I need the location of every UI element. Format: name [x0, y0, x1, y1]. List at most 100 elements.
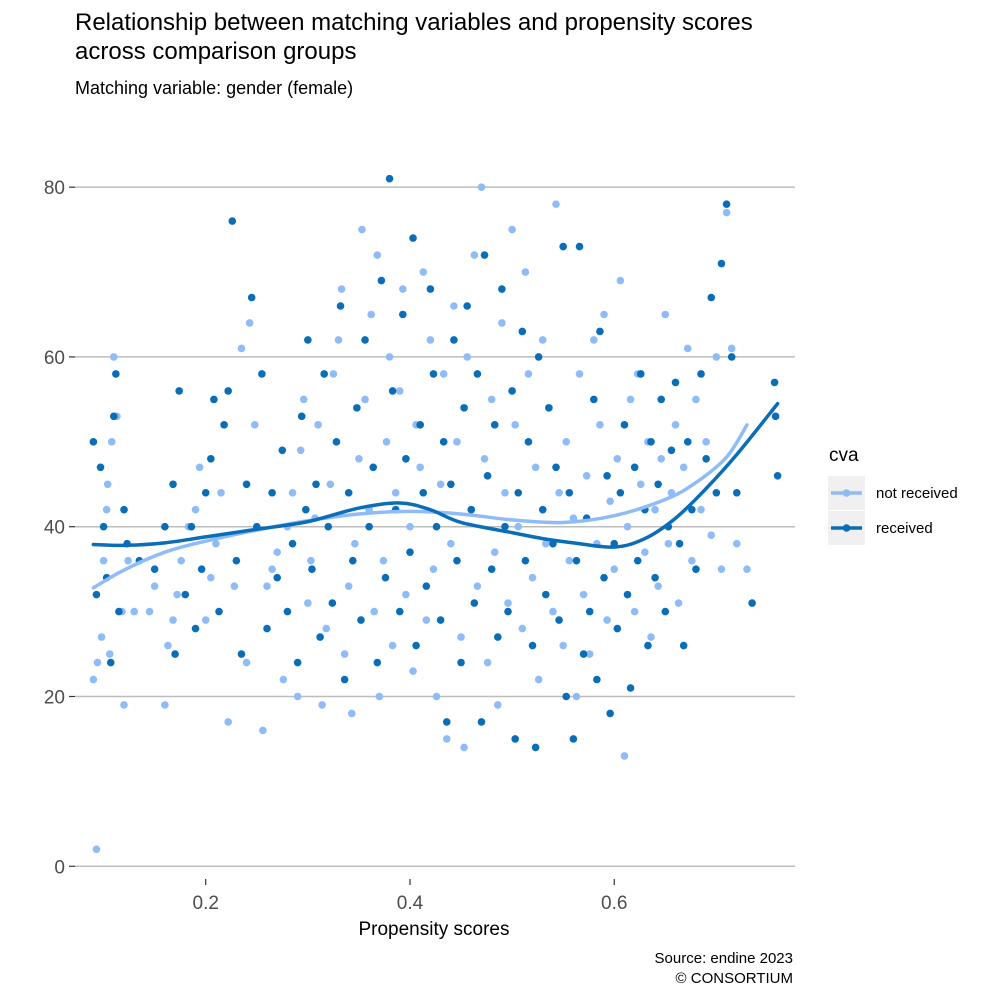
point-not-received — [406, 522, 414, 531]
y-axis: 0 20 40 60 80 — [44, 178, 75, 878]
point-not-received — [606, 497, 614, 506]
point-not-received — [651, 505, 659, 514]
point-not-received — [318, 701, 326, 709]
point-not-received — [419, 268, 428, 276]
point-not-received — [103, 480, 112, 489]
point-not-received — [375, 692, 384, 701]
point-not-received — [664, 539, 673, 548]
y-tick-label: 40 — [44, 518, 65, 539]
point-received — [215, 607, 223, 616]
point-received — [210, 395, 218, 404]
point-received — [596, 327, 604, 336]
point-received — [555, 616, 563, 624]
point-not-received — [304, 599, 312, 607]
point-received — [671, 378, 680, 387]
point-received — [201, 488, 210, 497]
point-not-received — [169, 616, 177, 624]
point-received — [316, 633, 324, 641]
point-not-received — [647, 633, 655, 641]
point-received — [439, 438, 448, 446]
point-not-received — [337, 285, 346, 293]
point-not-received — [288, 488, 297, 497]
x-axis-title: Propensity scores — [358, 919, 509, 940]
point-received — [348, 556, 357, 565]
point-not-received — [432, 692, 441, 701]
point-not-received — [107, 438, 116, 446]
point-received — [572, 556, 581, 565]
point-not-received — [224, 718, 232, 726]
point-not-received — [373, 251, 382, 259]
point-not-received — [717, 565, 726, 573]
point-not-received — [347, 709, 356, 718]
point-received — [324, 522, 333, 531]
point-received — [263, 624, 271, 633]
point-not-received — [97, 633, 106, 641]
point-not-received — [661, 310, 670, 319]
point-received — [483, 471, 492, 480]
point-not-received — [273, 548, 282, 556]
point-received — [273, 573, 282, 582]
point-received — [501, 522, 509, 531]
point-received — [518, 327, 527, 336]
point-not-received — [173, 590, 181, 599]
point-not-received — [334, 336, 343, 344]
point-not-received — [702, 438, 710, 446]
point-not-received — [279, 675, 288, 684]
x-tick-label: 0.4 — [397, 893, 424, 914]
point-not-received — [590, 336, 598, 344]
point-received — [293, 658, 302, 667]
point-not-received — [217, 488, 225, 497]
point-not-received — [201, 616, 210, 624]
chart-subtitle: Matching variable: gender (female) — [75, 78, 353, 98]
point-received — [96, 463, 105, 472]
caption-source: Source: endine 2023 — [655, 950, 793, 967]
point-received — [224, 387, 232, 395]
point-received — [616, 488, 625, 497]
point-received — [115, 607, 123, 616]
point-received — [702, 455, 710, 463]
point-not-received — [344, 582, 353, 590]
point-not-received — [450, 302, 458, 310]
point-not-received — [207, 573, 215, 582]
point-not-received — [722, 208, 731, 217]
point-received — [150, 565, 159, 573]
point-received — [409, 234, 417, 242]
point-received — [450, 336, 458, 344]
point-received — [312, 480, 320, 489]
point-received — [600, 573, 608, 582]
point-received — [336, 302, 345, 310]
point-not-received — [370, 607, 379, 616]
point-received — [161, 522, 169, 531]
point-not-received — [385, 353, 394, 361]
point-not-received — [395, 387, 404, 395]
point-not-received — [514, 522, 523, 531]
point-received — [112, 370, 120, 378]
x-tick-label: 0.2 — [193, 893, 219, 914]
point-received — [626, 684, 635, 692]
point-not-received — [329, 370, 338, 378]
point-received — [369, 463, 378, 472]
point-received — [569, 735, 578, 743]
point-not-received — [654, 582, 662, 590]
point-received — [220, 421, 228, 429]
point-not-received — [307, 556, 315, 565]
point-received — [697, 370, 705, 378]
point-received — [232, 556, 241, 565]
point-not-received — [391, 488, 400, 497]
point-not-received — [102, 505, 111, 514]
point-received — [171, 650, 179, 658]
point-received — [692, 565, 700, 573]
point-received — [538, 505, 547, 514]
point-received — [406, 548, 414, 556]
point-received — [771, 412, 780, 421]
point-received — [531, 743, 540, 752]
point-received — [490, 421, 499, 429]
point-not-received — [524, 370, 533, 378]
point-not-received — [620, 752, 629, 760]
point-received — [477, 718, 486, 726]
point-not-received — [457, 633, 465, 641]
point-received — [181, 590, 190, 599]
point-received — [688, 505, 696, 514]
point-not-received — [299, 395, 308, 404]
